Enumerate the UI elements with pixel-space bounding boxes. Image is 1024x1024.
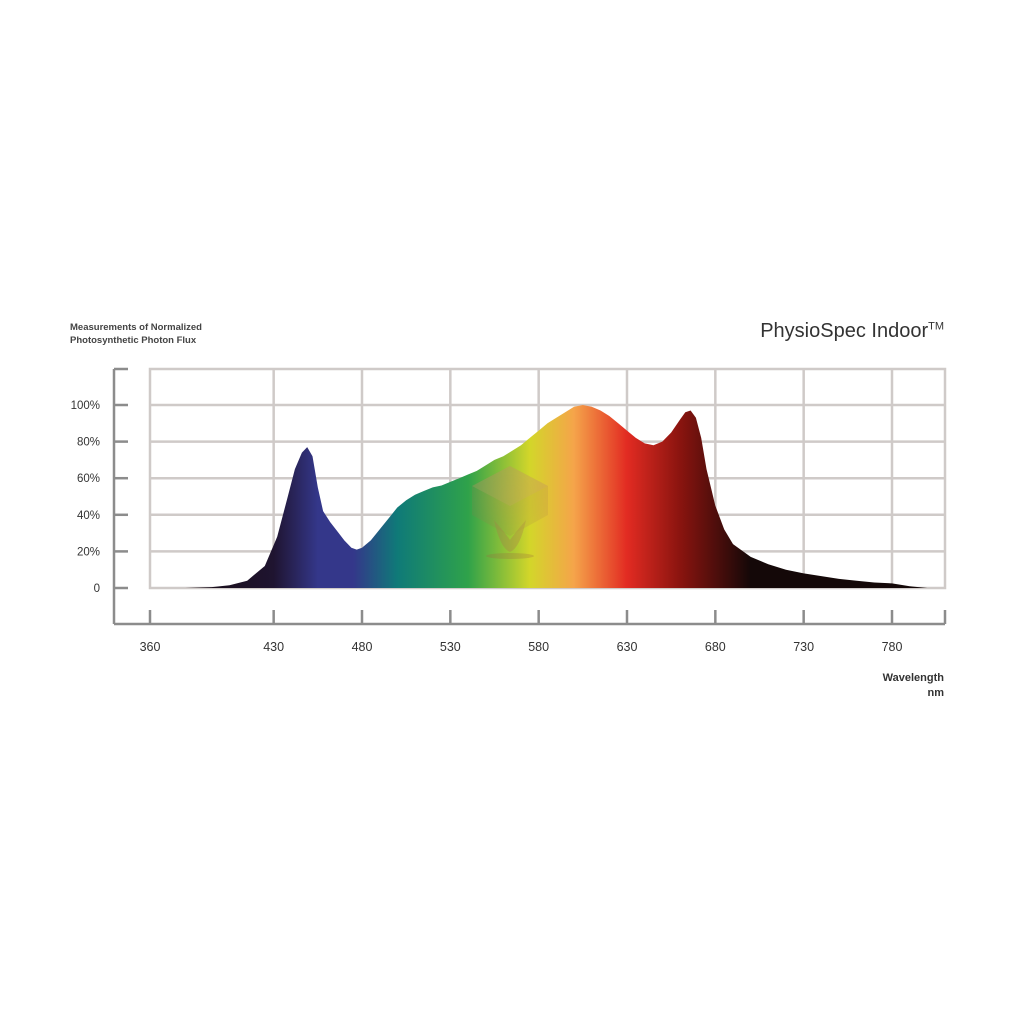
x-tick-label: 580 — [528, 640, 549, 654]
y-tick-label: 80% — [77, 437, 100, 449]
chart-title-text: PhysioSpec Indoor — [760, 320, 929, 342]
axes: 0 20% 40% 60% 80% 100% 360 430 480 530 580 630 680 73… — [71, 367, 947, 654]
x-axis-title: Wavelength — [882, 672, 944, 684]
x-tick-label: 780 — [882, 640, 903, 654]
x-tick-label: 360 — [140, 640, 161, 654]
spectrum-area-group — [185, 405, 928, 588]
logo-watermark — [472, 466, 548, 559]
x-tick-label: 480 — [352, 640, 373, 654]
trademark-mark: TM — [928, 320, 944, 333]
x-tick-label: 680 — [705, 640, 726, 654]
y-tick-label: 20% — [77, 546, 100, 558]
y-tick-label: 0 — [94, 583, 100, 595]
y-tick-label: 60% — [77, 473, 100, 485]
chart-title: PhysioSpec IndoorTM — [760, 320, 944, 343]
y-tick-label: 100% — [71, 400, 100, 412]
chart-subtitle-line1: Measurements of Normalized — [70, 322, 202, 333]
spectrum-area — [185, 405, 928, 588]
chart-subtitle-line2: Photosynthetic Photon Flux — [70, 335, 197, 346]
x-tick-label: 630 — [617, 640, 638, 654]
y-tick-label: 40% — [77, 510, 100, 522]
x-tick-label: 530 — [440, 640, 461, 654]
chart-subtitle: Measurements of Normalized Photosyntheti… — [70, 321, 202, 347]
x-axis-unit: nm — [927, 687, 945, 699]
x-tick-label: 730 — [793, 640, 814, 654]
x-tick-label: 430 — [263, 640, 284, 654]
x-axis-label: Wavelength nm — [883, 671, 944, 701]
